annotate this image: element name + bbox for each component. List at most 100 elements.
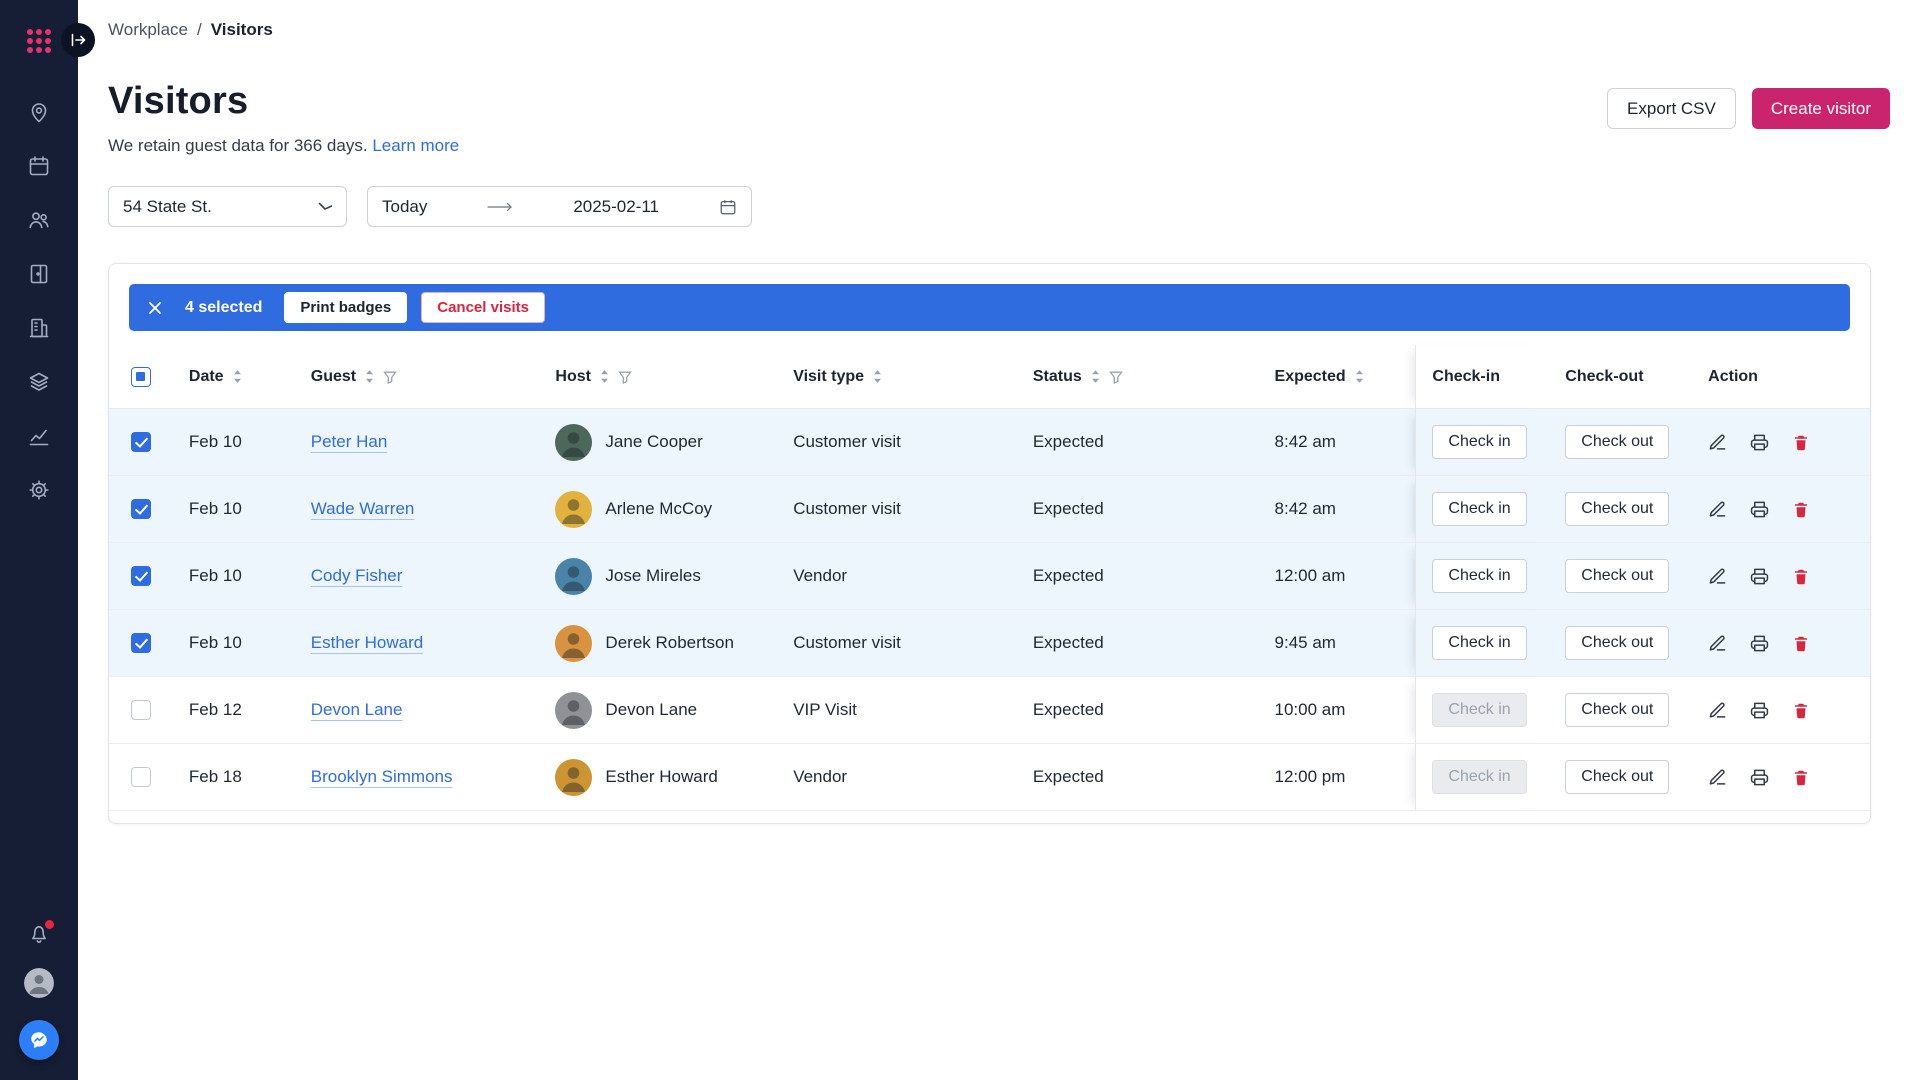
- table-header-row: Date Guest Host Visit type Status Expect…: [109, 345, 1870, 409]
- print-icon[interactable]: [1750, 567, 1769, 586]
- location-select[interactable]: 54 State St.: [108, 186, 347, 227]
- cell-expected: 10:00 am: [1258, 677, 1416, 744]
- close-icon[interactable]: [147, 300, 163, 316]
- calendar-icon: [720, 199, 736, 214]
- host-name: Derek Robertson: [605, 633, 734, 652]
- row-checkbox[interactable]: [130, 767, 151, 788]
- notification-badge: [45, 920, 54, 929]
- integrations-layers-icon[interactable]: [27, 370, 51, 394]
- locations-icon[interactable]: [27, 100, 51, 124]
- cell-status: Expected: [1016, 610, 1259, 677]
- delete-icon[interactable]: [1792, 567, 1810, 586]
- print-icon[interactable]: [1750, 768, 1769, 787]
- delete-icon[interactable]: [1792, 433, 1810, 452]
- create-visitor-button[interactable]: Create visitor: [1751, 88, 1890, 129]
- breadcrumb-workplace[interactable]: Workplace: [108, 20, 188, 39]
- column-header-date: Date: [188, 367, 224, 385]
- analytics-chart-icon[interactable]: [27, 424, 51, 448]
- messenger-chat-icon[interactable]: [19, 1020, 59, 1060]
- host-name: Jose Mireles: [605, 566, 701, 585]
- cell-expected: 8:42 am: [1258, 476, 1416, 543]
- rooms-door-icon[interactable]: [27, 262, 51, 286]
- check-in-button[interactable]: Check in: [1432, 626, 1527, 660]
- check-out-button[interactable]: Check out: [1565, 626, 1670, 660]
- host-avatar: [555, 624, 593, 662]
- settings-gear-icon[interactable]: [27, 478, 51, 502]
- select-all-checkbox[interactable]: [130, 366, 151, 387]
- table-row: Feb 10 Wade Warren Arlene McCoy Customer…: [109, 476, 1870, 543]
- delete-icon[interactable]: [1792, 768, 1810, 787]
- check-out-button[interactable]: Check out: [1565, 559, 1670, 593]
- check-out-button[interactable]: Check out: [1565, 425, 1670, 459]
- print-icon[interactable]: [1750, 701, 1769, 720]
- sort-icon[interactable]: [363, 369, 376, 384]
- chevron-down-icon: [318, 202, 332, 210]
- check-out-button[interactable]: Check out: [1565, 492, 1670, 526]
- column-header-visit-type: Visit type: [793, 367, 865, 385]
- cell-status: Expected: [1016, 476, 1259, 543]
- check-out-button[interactable]: Check out: [1565, 693, 1670, 727]
- row-checkbox[interactable]: [130, 499, 151, 520]
- page-title: Visitors: [108, 80, 249, 122]
- host-avatar: [555, 691, 593, 729]
- sidebar: [0, 0, 78, 1080]
- delete-icon[interactable]: [1792, 500, 1810, 519]
- guest-link[interactable]: Devon Lane: [310, 700, 403, 719]
- learn-more-link[interactable]: Learn more: [372, 136, 460, 155]
- cancel-visits-button[interactable]: Cancel visits: [421, 292, 545, 323]
- sort-icon[interactable]: [1089, 369, 1102, 384]
- guest-link[interactable]: Esther Howard: [310, 633, 424, 652]
- guest-link[interactable]: Cody Fisher: [310, 566, 403, 585]
- visitors-card: 4 selected Print badges Cancel visits Da…: [108, 263, 1871, 824]
- user-avatar[interactable]: [24, 968, 54, 998]
- check-in-button[interactable]: Check in: [1432, 559, 1527, 593]
- edit-icon[interactable]: [1708, 768, 1727, 787]
- print-icon[interactable]: [1750, 634, 1769, 653]
- guest-link[interactable]: Peter Han: [310, 432, 388, 451]
- host-avatar: [555, 758, 593, 796]
- filter-icon[interactable]: [618, 370, 632, 384]
- edit-icon[interactable]: [1708, 701, 1727, 720]
- edit-icon[interactable]: [1708, 567, 1727, 586]
- schedule-calendar-icon[interactable]: [27, 154, 51, 178]
- sidebar-collapse-button[interactable]: [61, 23, 95, 57]
- cell-status: Expected: [1016, 543, 1259, 610]
- sort-icon[interactable]: [231, 369, 244, 384]
- check-in-button[interactable]: Check in: [1432, 492, 1527, 526]
- workplace-building-icon[interactable]: [27, 316, 51, 340]
- people-icon[interactable]: [27, 208, 51, 232]
- cell-expected: 12:00 am: [1258, 543, 1416, 610]
- print-icon[interactable]: [1750, 500, 1769, 519]
- row-checkbox[interactable]: [130, 566, 151, 587]
- notifications-bell-icon[interactable]: [27, 920, 54, 946]
- host-name: Jane Cooper: [605, 432, 703, 451]
- guest-link[interactable]: Wade Warren: [310, 499, 415, 518]
- edit-icon[interactable]: [1708, 634, 1727, 653]
- cell-visit-type: Vendor: [777, 744, 1017, 811]
- row-checkbox[interactable]: [130, 633, 151, 654]
- check-in-button[interactable]: Check in: [1432, 693, 1527, 727]
- filter-icon[interactable]: [383, 370, 397, 384]
- row-checkbox[interactable]: [130, 700, 151, 721]
- edit-icon[interactable]: [1708, 433, 1727, 452]
- table-row: Feb 12 Devon Lane Devon Lane VIP Visit E…: [109, 677, 1870, 744]
- filter-icon[interactable]: [1108, 370, 1123, 384]
- print-badges-button[interactable]: Print badges: [284, 292, 408, 323]
- cell-date: Feb 18: [172, 744, 295, 811]
- sort-icon[interactable]: [1353, 369, 1366, 384]
- date-range-picker[interactable]: Today 2025-02-11: [367, 186, 752, 227]
- guest-link[interactable]: Brooklyn Simmons: [310, 767, 453, 786]
- check-in-button[interactable]: Check in: [1432, 760, 1527, 794]
- delete-icon[interactable]: [1792, 701, 1810, 720]
- app-logo-icon[interactable]: [24, 26, 54, 56]
- check-in-button[interactable]: Check in: [1432, 425, 1527, 459]
- cell-visit-type: Customer visit: [777, 610, 1017, 677]
- print-icon[interactable]: [1750, 433, 1769, 452]
- row-checkbox[interactable]: [130, 432, 151, 453]
- sort-icon[interactable]: [871, 369, 884, 384]
- check-out-button[interactable]: Check out: [1565, 760, 1670, 794]
- delete-icon[interactable]: [1792, 634, 1810, 653]
- export-csv-button[interactable]: Export CSV: [1607, 88, 1736, 129]
- sort-icon[interactable]: [598, 369, 611, 384]
- edit-icon[interactable]: [1708, 500, 1727, 519]
